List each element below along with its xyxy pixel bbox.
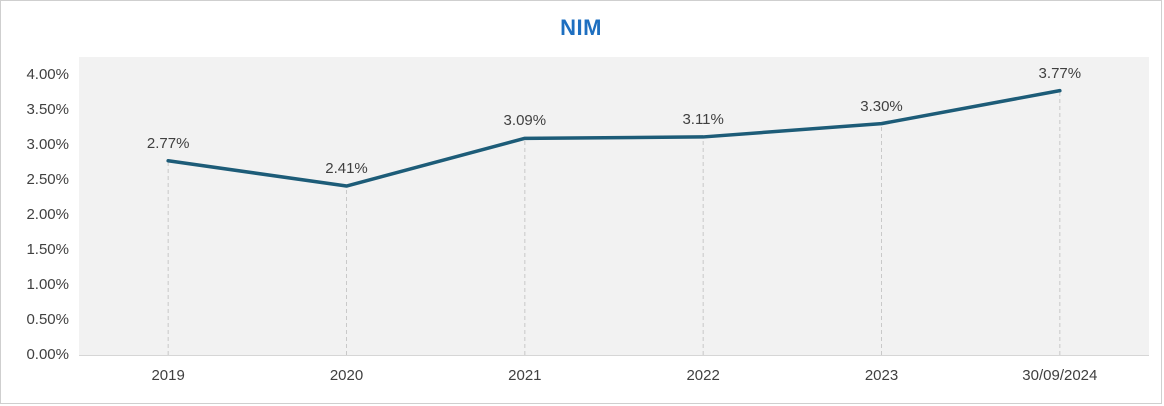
plot-area: 2.77% 2.41% 3.09% 3.11% 3.30% 3.77%: [79, 57, 1149, 356]
y-axis-tick-label: 2.50%: [26, 170, 69, 188]
y-axis-tick-label: 2.00%: [26, 205, 69, 223]
x-axis-category-label: 2022: [686, 367, 720, 384]
y-axis-tick-label: 1.00%: [26, 275, 69, 293]
x-axis-category-label: 2019: [151, 367, 185, 384]
data-label: 2.41%: [325, 160, 368, 178]
x-axis: 2019 2020 2021 2022 2023 30/09/2024: [79, 361, 1149, 391]
line-series-svg: [166, 88, 1062, 355]
nim-series-line: [166, 88, 1062, 188]
data-label: 3.09%: [503, 112, 547, 130]
data-label: 3.77%: [1038, 64, 1082, 82]
x-axis-category-label: 2020: [329, 367, 364, 384]
data-label: 2.77%: [146, 134, 190, 152]
data-label: 3.30%: [860, 97, 903, 115]
y-axis-tick-label: 0.50%: [26, 310, 69, 328]
y-axis: 0.00% 0.50% 1.00% 1.50% 2.00% 2.50% 3.00% 3.50%…: [1, 57, 69, 363]
y-axis-tick-label: 1.50%: [26, 240, 69, 258]
chart-title: NIM: [560, 15, 602, 40]
x-axis-category-label: 2023: [864, 367, 899, 384]
y-axis-tick-label: 4.00%: [26, 65, 69, 83]
x-axis-category-label: 30/09/2024: [1022, 367, 1098, 384]
y-axis-tick-label: 0.00%: [26, 346, 69, 363]
x-axis-category-label: 2021: [508, 367, 542, 384]
y-axis-tick-label: 3.00%: [26, 135, 69, 153]
y-axis-tick-label: 3.50%: [26, 100, 69, 118]
data-label: 3.11%: [682, 110, 724, 128]
